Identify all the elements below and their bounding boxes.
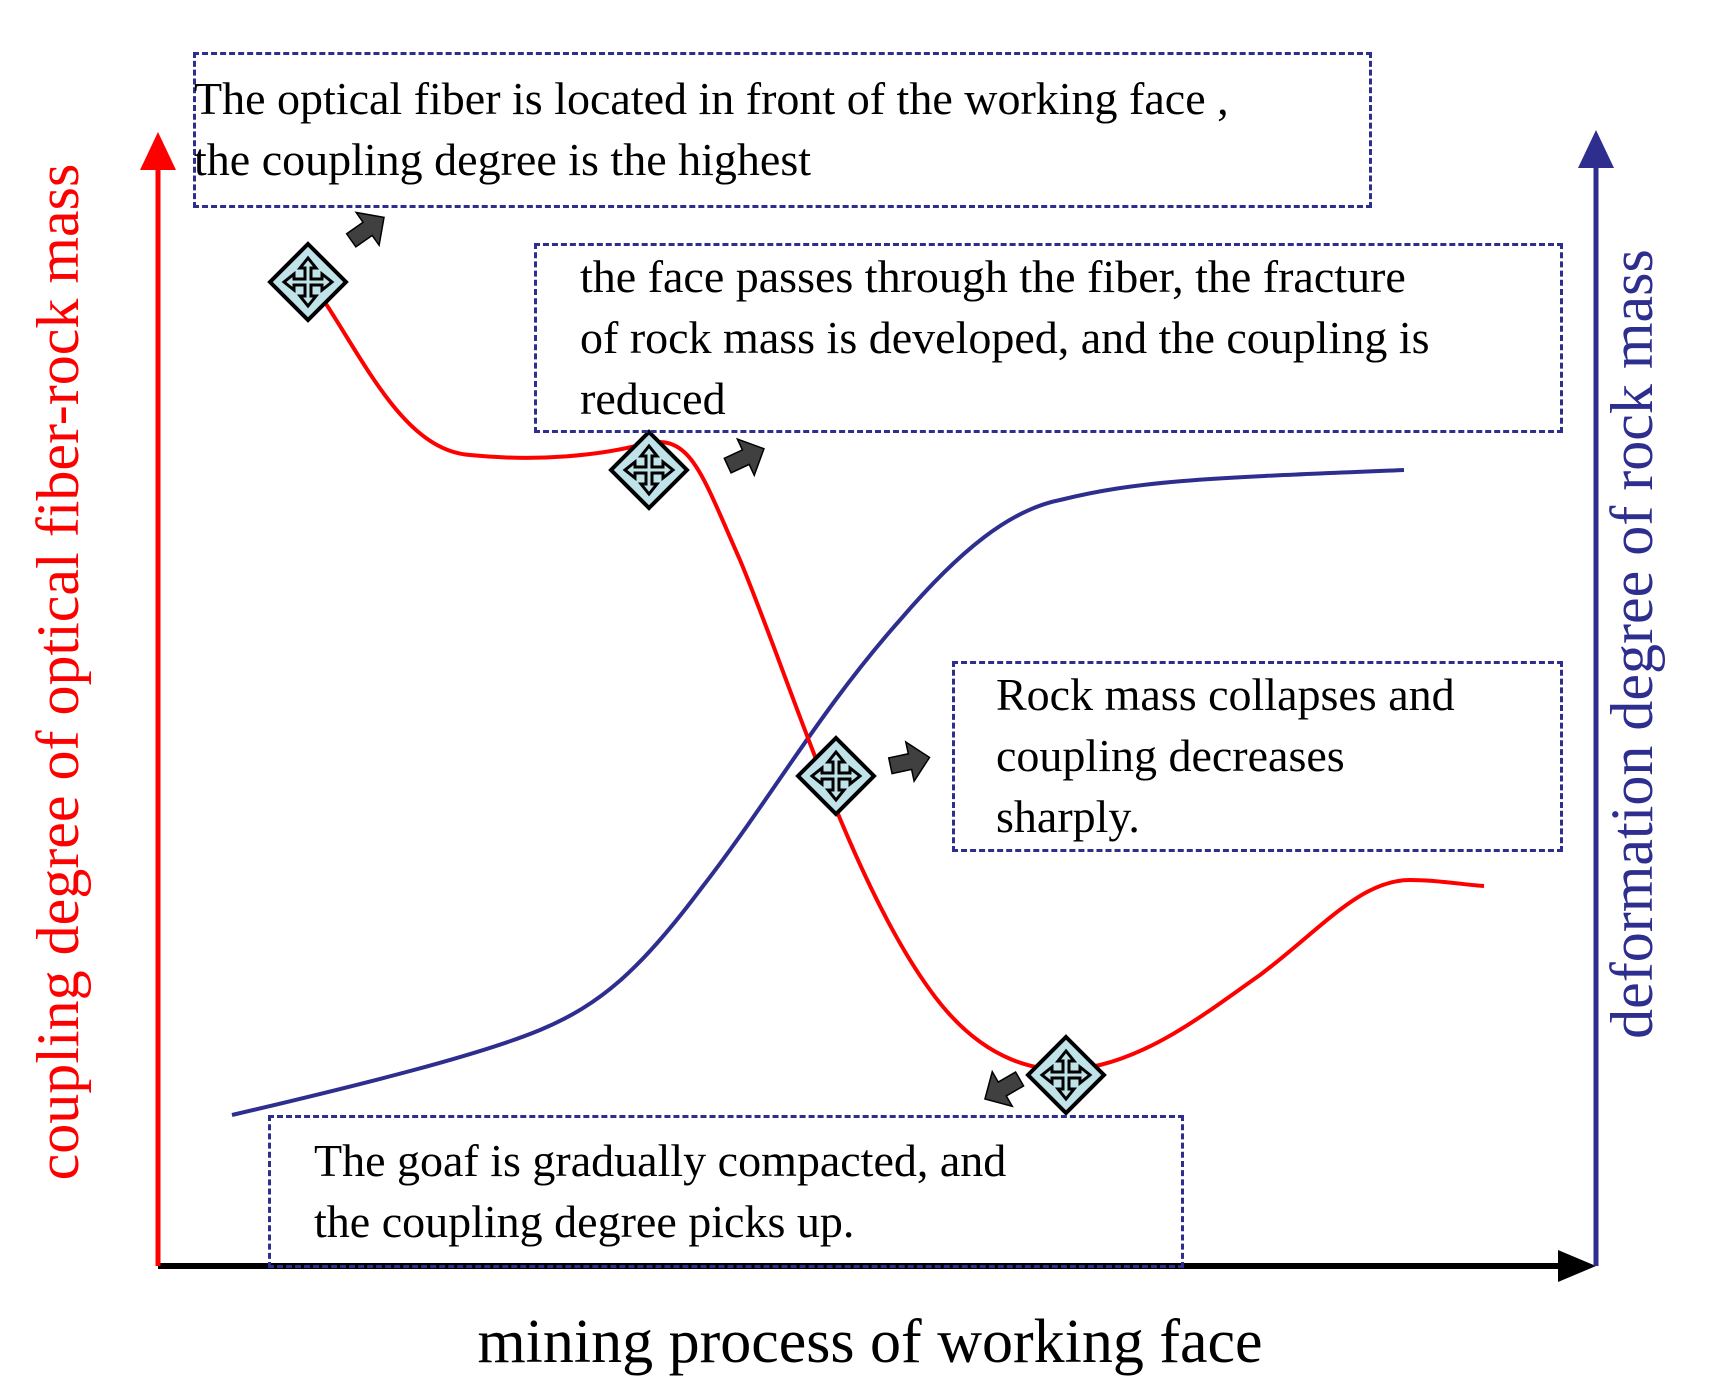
right-axis-arrowhead xyxy=(1578,130,1614,168)
callout-face-passes-line-3: reduced xyxy=(580,373,726,424)
callout-goaf-line-2: the coupling degree picks up. xyxy=(314,1196,855,1247)
x-axis-title: mining process of working face xyxy=(477,1308,1262,1376)
callout-collapse-line-2: coupling decreases xyxy=(996,730,1345,781)
marker-face-passes xyxy=(609,430,689,510)
callout-face-passes-line-1: the face passes through the fiber, the f… xyxy=(580,251,1406,302)
left-axis-title: coupling degree of optical fiber-rock ma… xyxy=(25,164,91,1181)
left-axis-arrowhead xyxy=(140,132,176,170)
pointer-arrow-collapse xyxy=(885,737,935,787)
marker-initial xyxy=(268,242,348,322)
marker-goaf xyxy=(1026,1035,1106,1115)
callout-collapse-box xyxy=(952,661,1563,852)
callout-initial-line-2: the coupling degree is the highest xyxy=(194,134,812,185)
callout-initial-box xyxy=(193,52,1372,208)
callout-goaf-box xyxy=(268,1115,1184,1268)
callout-face-passes-box xyxy=(534,243,1563,433)
pointer-arrow-initial xyxy=(339,200,397,258)
right-axis-title: deformation degree of rock mass xyxy=(1599,249,1665,1039)
x-axis-arrowhead xyxy=(1558,1250,1596,1282)
marker-collapse xyxy=(796,736,876,816)
pointer-arrow-face-passes xyxy=(718,429,774,485)
callout-initial-line-1: The optical fiber is located in front of… xyxy=(194,73,1229,124)
callout-collapse-line-1: Rock mass collapses and xyxy=(996,669,1455,720)
pointer-arrow-goaf xyxy=(974,1060,1031,1118)
callout-face-passes-line-2: of rock mass is developed, and the coupl… xyxy=(580,312,1430,363)
callout-collapse-line-3: sharply. xyxy=(996,791,1140,842)
deformation-curve xyxy=(231,468,1405,1117)
coupling-curve xyxy=(308,278,1485,1072)
callout-goaf-line-1: The goaf is gradually compacted, and xyxy=(314,1135,1007,1186)
